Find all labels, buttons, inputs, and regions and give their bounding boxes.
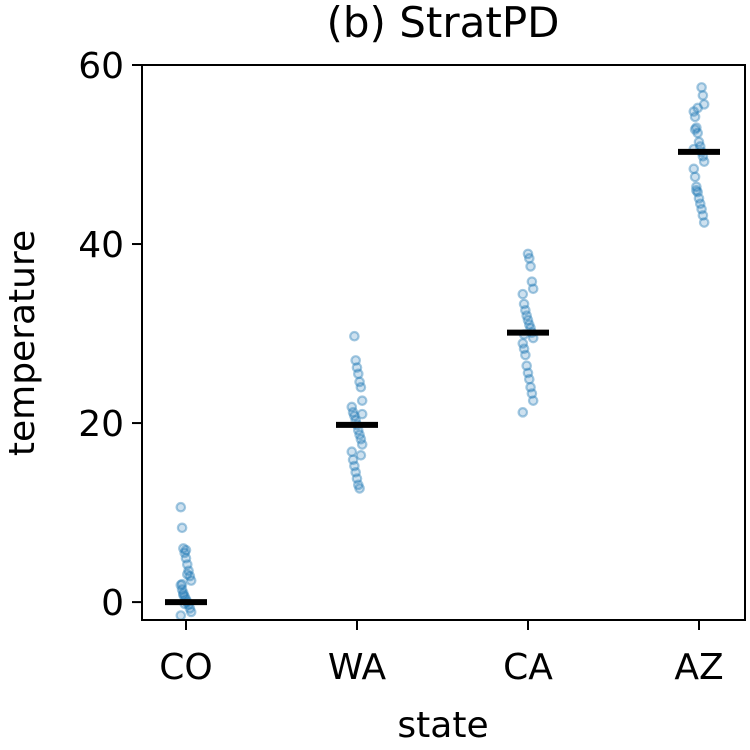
data-point-wa [355,433,367,445]
data-point-co [176,578,188,590]
data-point-co [175,579,187,591]
data-point-co [178,587,189,599]
data-point-wa [350,466,361,478]
data-point-az [697,90,709,101]
data-point-az [693,136,705,148]
data-point-ca [523,319,535,330]
data-point-az [698,99,710,110]
data-point-ca [525,261,536,272]
data-point-co [176,584,188,595]
data-point-ca [521,360,532,372]
data-point-wa [349,330,360,342]
data-point-az [698,156,710,167]
plot-area [175,82,710,621]
data-point-wa [347,454,359,466]
data-point-az [688,163,700,175]
data-point-az [698,217,710,228]
data-point-ca [526,388,538,399]
data-point-wa [352,368,364,380]
data-point-wa [346,446,358,458]
data-point-ca [526,276,538,287]
data-point-co [178,543,189,554]
data-point-ca [520,304,531,316]
chart-title: (b) StratPD [326,0,559,47]
data-point-ca [517,407,529,418]
x-axis: CO WA CA AZ [159,620,724,688]
data-point-co [183,565,194,577]
data-point-ca [520,349,531,361]
data-point-co [185,575,197,586]
data-point-co [178,589,189,601]
data-point-az [689,111,701,123]
data-point-ca [517,338,529,349]
data-point-ca [517,288,529,300]
data-point-ca [518,298,530,310]
data-point-wa [354,483,365,494]
data-point-wa [356,439,368,450]
data-point-az [691,185,702,196]
data-point-az [697,210,709,221]
data-point-az [689,124,701,135]
data-point-wa [356,408,368,420]
data-point-co [182,569,193,580]
data-point-co [176,522,188,534]
data-point-az [696,82,707,93]
data-point-co [180,552,192,564]
data-point-co [182,559,193,570]
x-tick-label: CO [159,647,212,688]
y-axis-label: temperature [2,230,43,456]
data-point-wa [356,395,368,406]
data-point-wa [354,429,365,441]
data-point-wa [349,460,360,472]
data-point-az [691,181,702,193]
data-point-az [696,203,707,215]
data-point-co [185,606,197,618]
data-point-az [689,171,701,183]
y-tick-label: 60 [78,46,124,87]
data-point-wa [352,479,364,491]
data-point-wa [351,362,363,373]
x-tick-label: CA [503,647,553,688]
y-tick-label: 0 [101,583,124,624]
data-point-wa [351,473,363,484]
data-point-wa [350,355,361,366]
data-point-wa [346,401,358,413]
data-point-az [691,122,702,133]
data-point-ca [518,343,530,355]
data-point-wa [354,376,365,388]
data-point-ca [522,367,534,379]
data-point-ca [522,314,534,326]
data-point-ca [527,395,539,406]
y-tick-label: 40 [78,225,124,266]
data-point-az [692,127,703,139]
y-axis: 0 20 40 60 [78,46,142,624]
data-point-co [180,544,192,556]
data-point-ca [523,373,535,385]
x-tick-label: AZ [674,647,723,688]
data-point-wa [347,407,359,418]
x-tick-label: WA [328,647,387,688]
data-point-az [693,193,705,204]
data-point-wa [355,449,367,461]
data-point-ca [523,253,535,264]
data-point-ca [527,283,539,295]
data-point-ca [525,381,536,393]
x-axis-label: state [397,705,488,746]
mean-markers [165,148,720,606]
data-point-az [694,198,706,210]
data-point-ca [521,310,532,321]
data-point-ca [522,248,534,260]
y-tick-label: 20 [78,404,124,445]
data-point-co [179,547,190,559]
data-point-az [692,186,703,198]
axes-frame [141,64,746,621]
data-point-wa [349,410,360,422]
data-point-az [692,102,703,114]
data-point-az [688,106,700,117]
data-point-co [175,501,187,513]
data-point-wa [355,381,367,393]
data-point-co [175,610,187,621]
data-point-co [184,570,196,582]
